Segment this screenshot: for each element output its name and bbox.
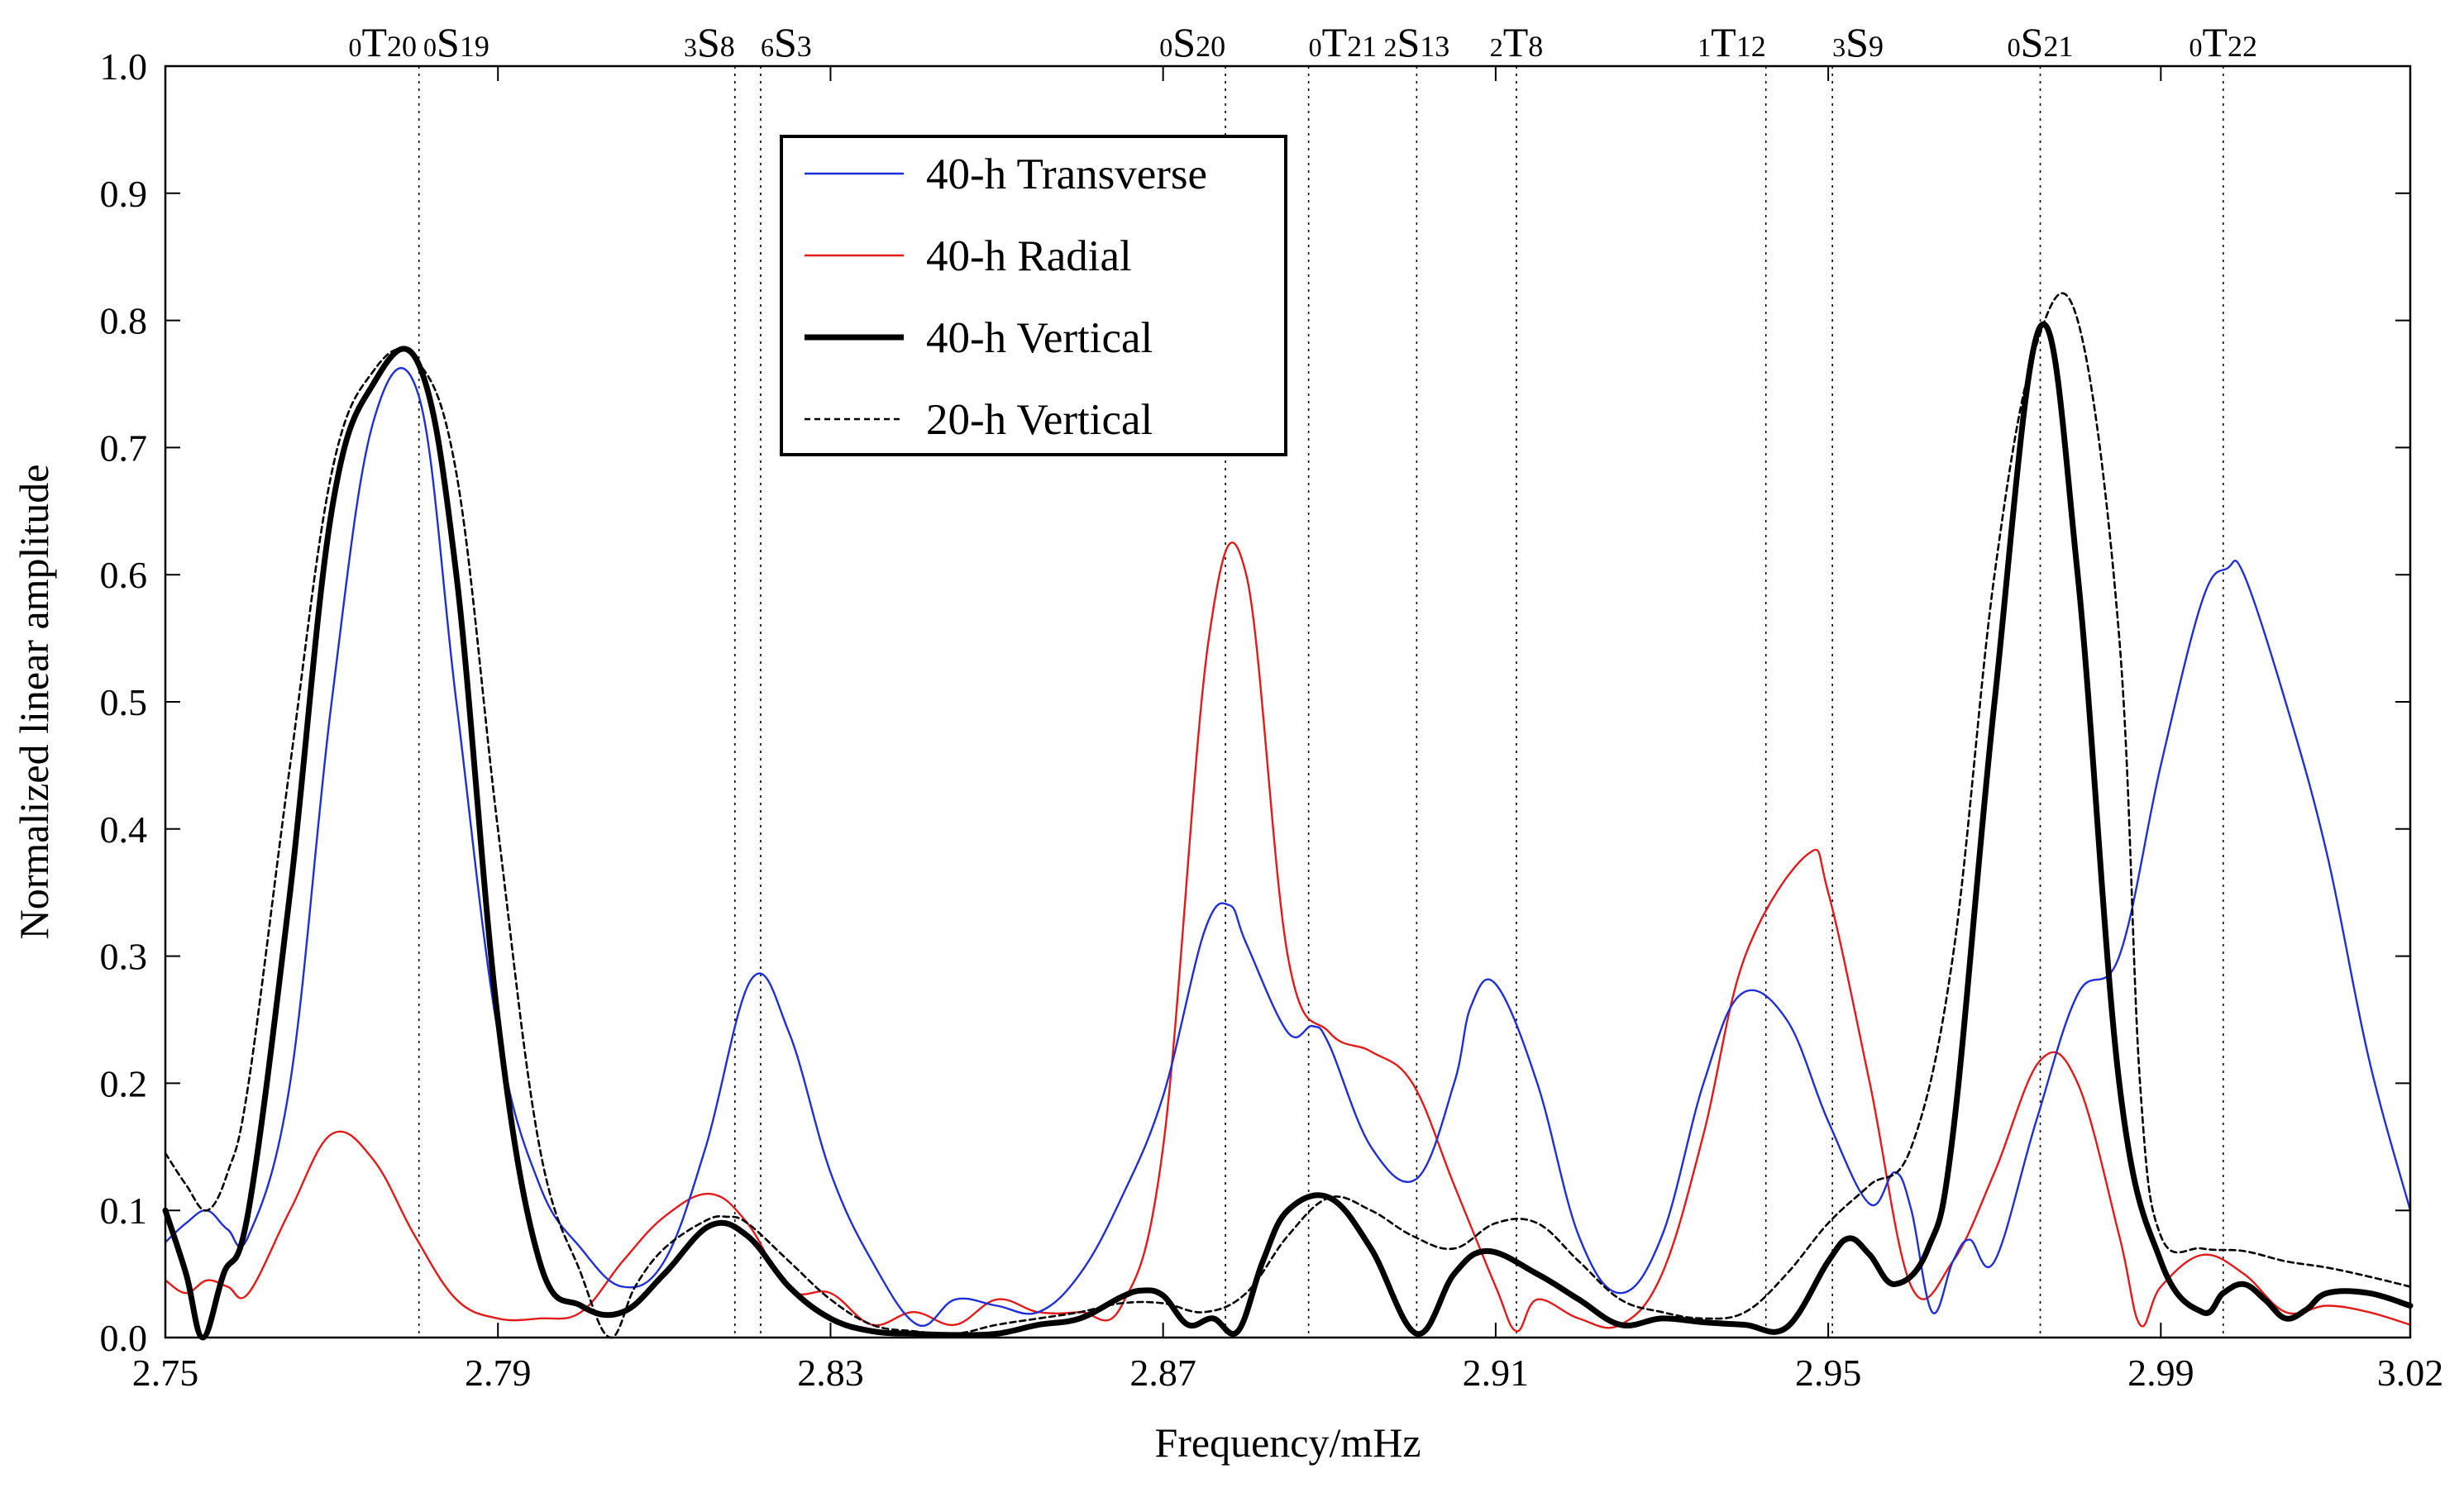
legend-label: 20-h Vertical xyxy=(926,396,1153,444)
x-tick-label: 2.79 xyxy=(465,1352,532,1394)
y-tick-label: 0.4 xyxy=(100,808,148,851)
y-tick-label: 0.5 xyxy=(100,681,148,723)
y-axis-title: Normalized linear amplitude xyxy=(11,465,57,940)
x-tick-label: 3.02 xyxy=(2377,1352,2444,1394)
y-tick-label: 0.7 xyxy=(100,427,148,469)
mode-label-0T21: 0T21 xyxy=(1309,19,1378,65)
mode-label-0T20-0S19: 0T20 0S19 xyxy=(349,19,489,65)
x-tick-label: 2.75 xyxy=(132,1352,199,1394)
axes-layer: 2.75 2.79 2.83 2.87 2.91 2.95 2.99 3.02 0.0 0.1 0.… xyxy=(100,45,2444,1394)
x-tick-label: 2.95 xyxy=(1795,1352,1862,1394)
y-tick-label: 0.2 xyxy=(100,1062,148,1104)
mode-label-2S13: 2S13 xyxy=(1383,19,1449,65)
legend-label: 40-h Vertical xyxy=(926,314,1153,362)
y-tick-label: 0.6 xyxy=(100,554,148,596)
series-layer xyxy=(162,292,2414,1341)
series-line-20-h-vertical xyxy=(164,292,2412,1339)
series-line-40-h-radial xyxy=(164,541,2412,1333)
y-tick-label: 0.1 xyxy=(100,1190,148,1232)
y-tick-label: 0.8 xyxy=(100,300,148,342)
legend: 40-h Transverse 40-h Radial 40-h Vertical 2… xyxy=(780,135,1287,456)
series-line-40-h-transverse xyxy=(164,367,2412,1328)
x-axis-title: Frequency/mHz xyxy=(1154,1419,1421,1466)
y-tick-label: 0.9 xyxy=(100,173,148,215)
mode-label-3S8: 3S8 xyxy=(684,19,735,65)
legend-box xyxy=(780,135,1287,456)
legend-label: 40-h Radial xyxy=(926,232,1132,280)
mode-label-2T8: 2T8 xyxy=(1490,19,1544,65)
mode-label-3S9: 3S9 xyxy=(1832,19,1884,65)
normal-mode-markers: 0T20 0S19 3S8 6S3 0S20 0T21 2S13 2T8 1T12 3S9 0S2… xyxy=(349,19,2257,1338)
mode-label-0T22: 0T22 xyxy=(2189,19,2257,65)
y-tick-label: 0.3 xyxy=(100,936,148,978)
y-tick-label: 0.0 xyxy=(100,1317,148,1359)
x-tick-label: 2.99 xyxy=(2127,1352,2194,1394)
series-line-40-h-vertical xyxy=(162,322,2414,1341)
plot-frame xyxy=(164,64,2412,1339)
legend-label: 40-h Transverse xyxy=(926,150,1207,198)
x-tick-label: 2.87 xyxy=(1129,1352,1196,1394)
y-tick-label: 1.0 xyxy=(100,45,148,88)
mode-label-6S3: 6S3 xyxy=(761,19,812,65)
mode-label-0S20: 0S20 xyxy=(1159,19,1225,65)
mode-label-1T12: 1T12 xyxy=(1698,19,1766,65)
mode-label-0S21: 0S21 xyxy=(2008,19,2074,65)
x-tick-label: 2.83 xyxy=(797,1352,864,1394)
x-tick-label: 2.91 xyxy=(1463,1352,1530,1394)
